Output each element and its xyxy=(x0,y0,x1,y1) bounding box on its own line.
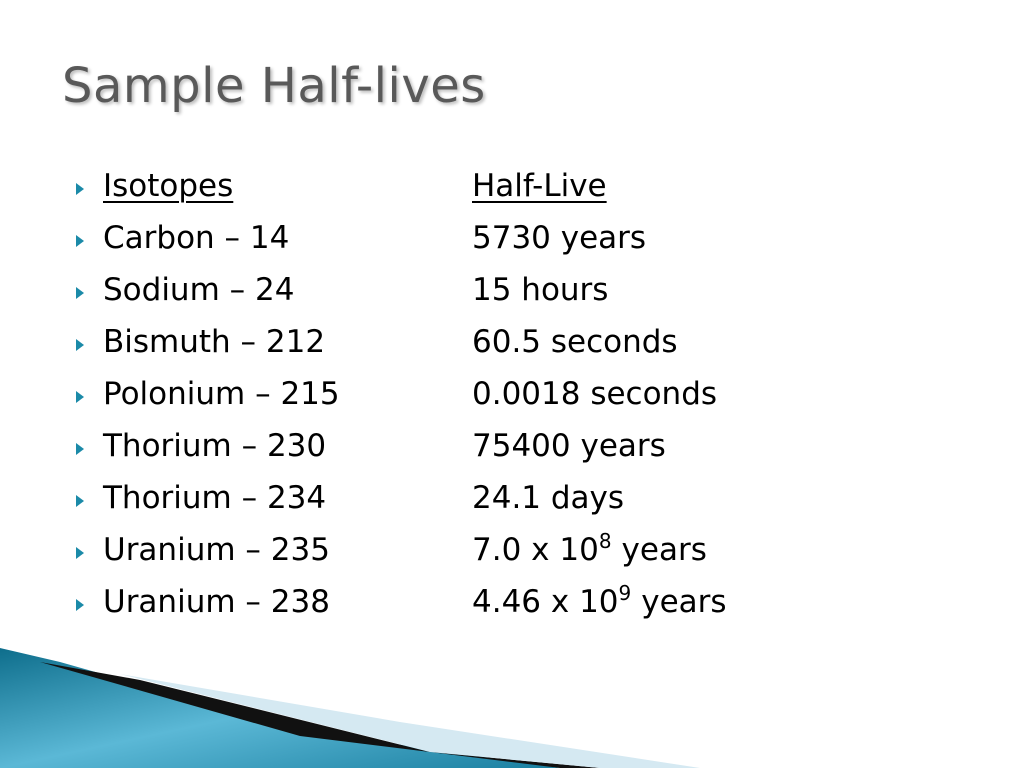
table-row: Bismuth – 212 60.5 seconds xyxy=(0,324,900,376)
bullet xyxy=(76,547,84,559)
unit: years xyxy=(641,584,727,620)
bullet xyxy=(76,183,84,195)
exponent: 9 xyxy=(618,581,632,605)
bullet xyxy=(76,235,84,247)
table-row: Thorium – 230 75400 years xyxy=(0,428,900,480)
decoration xyxy=(0,648,700,768)
bullet xyxy=(76,443,84,455)
table-cell: Uranium – 235 xyxy=(103,532,330,568)
header-row: Isotopes Half-Live xyxy=(0,168,900,220)
header-cell: Isotopes xyxy=(103,168,234,204)
bullet xyxy=(76,287,84,299)
header-cell: Half-Live xyxy=(472,168,607,204)
bullet xyxy=(76,339,84,351)
table-row: Uranium – 235 7.0 x 108 years xyxy=(0,529,900,584)
table-row: Thorium – 234 24.1 days xyxy=(0,480,900,532)
table-cell: Thorium – 230 xyxy=(103,428,327,464)
table-cell: Polonium – 215 xyxy=(103,376,340,412)
bullet xyxy=(76,391,84,403)
table-cell: Sodium – 24 xyxy=(103,272,295,308)
table-row: Polonium – 215 0.0018 seconds xyxy=(0,376,900,428)
table-row: Carbon – 14 5730 years xyxy=(0,220,900,272)
table-row: Sodium – 24 15 hours xyxy=(0,272,900,324)
table-cell: 5730 years xyxy=(472,220,647,256)
table-cell: Bismuth – 212 xyxy=(103,324,326,360)
table-cell: Thorium – 234 xyxy=(103,480,327,516)
table-cell: 75400 years xyxy=(472,428,666,464)
table-cell: 0.0018 seconds xyxy=(472,376,718,412)
table-cell: 4.46 x 109 years xyxy=(472,581,727,620)
table-cell: 7.0 x 108 years xyxy=(472,529,707,568)
value-base: 7.0 x 10 xyxy=(472,532,599,568)
table-row: Uranium – 238 4.46 x 109 years xyxy=(0,581,900,636)
slide-title: Sample Half-lives xyxy=(62,58,486,114)
value-base: 4.46 x 10 xyxy=(472,584,619,620)
unit: years xyxy=(621,532,707,568)
bullet xyxy=(76,495,84,507)
exponent: 8 xyxy=(598,529,612,553)
table-cell: 24.1 days xyxy=(472,480,625,516)
table-cell: 15 hours xyxy=(472,272,609,308)
table-cell: Uranium – 238 xyxy=(103,584,330,620)
table-cell: 60.5 seconds xyxy=(472,324,678,360)
table-cell: Carbon – 14 xyxy=(103,220,290,256)
bullet xyxy=(76,599,84,611)
